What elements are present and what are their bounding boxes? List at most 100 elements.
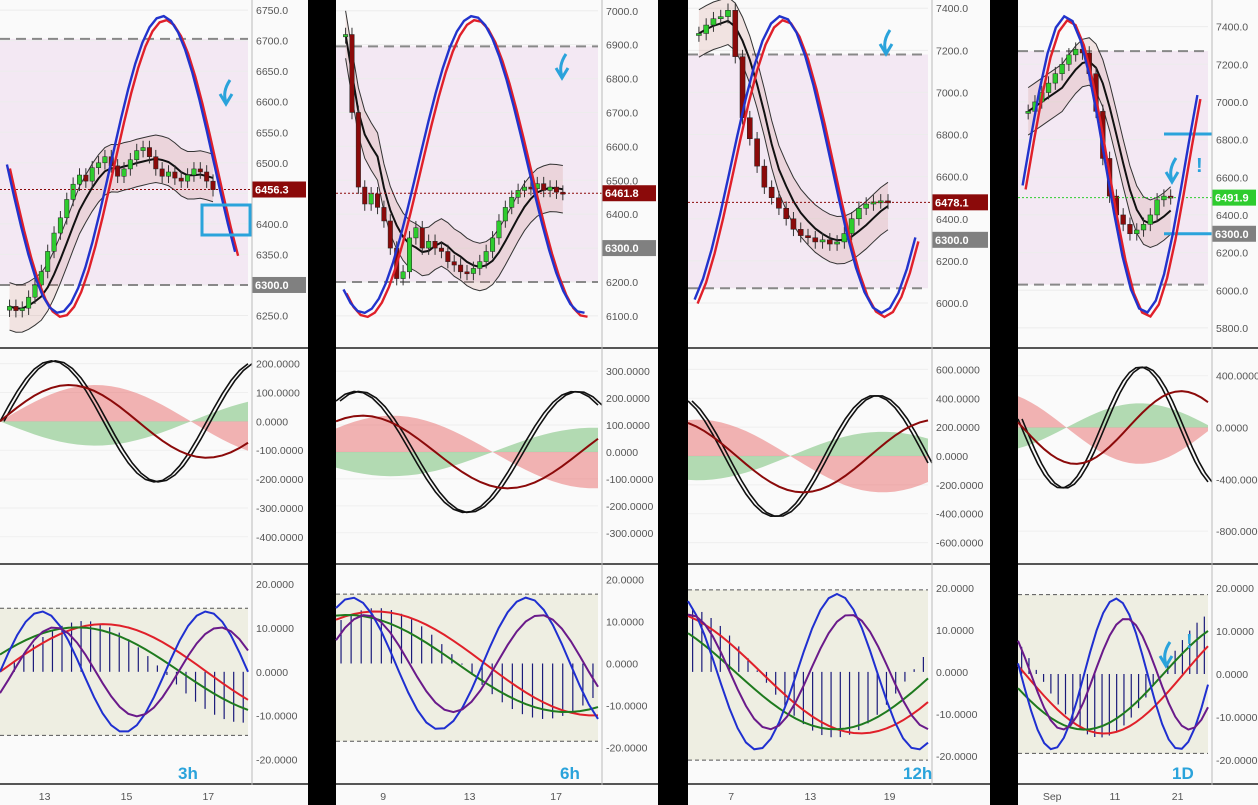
candle — [191, 168, 197, 176]
candle — [159, 168, 165, 177]
candle — [210, 180, 216, 190]
level-tag — [602, 240, 656, 257]
candle — [470, 268, 476, 274]
price-tick-label: 6800.0 — [606, 74, 638, 86]
x-tick-label: 17 — [202, 791, 214, 803]
osc1-red-line — [335, 414, 599, 490]
price-tick-label: 6250.0 — [256, 311, 288, 323]
osc1-green-cloud — [336, 427, 598, 477]
candle — [96, 162, 102, 168]
candle — [747, 117, 753, 140]
level-label: 6300.0 — [935, 235, 969, 247]
candle — [134, 150, 140, 161]
candle — [70, 183, 76, 200]
level-tag — [252, 276, 306, 293]
candle — [77, 174, 82, 185]
price-envelope — [688, 54, 928, 289]
candle — [102, 156, 108, 164]
candle — [819, 239, 826, 243]
candle — [204, 171, 210, 182]
candle — [1066, 54, 1072, 65]
candle — [7, 306, 13, 311]
price-tick-label: 7400.0 — [1216, 22, 1248, 34]
candle — [64, 199, 70, 219]
price-tick-label: 6350.0 — [256, 249, 288, 261]
osc2-tick-label: 10.0000 — [936, 625, 974, 637]
osc2-tick-label: 10.0000 — [606, 616, 644, 628]
price-tick-label: 7400.0 — [936, 3, 968, 15]
candle — [166, 171, 171, 177]
bollinger-fill — [345, 10, 563, 291]
candle — [790, 218, 797, 230]
osc1-tick-label: -400.0000 — [936, 509, 983, 521]
candle — [26, 296, 32, 309]
candle — [477, 261, 483, 269]
candle — [776, 197, 782, 209]
price-tick-label: 6800.0 — [1216, 135, 1248, 147]
candle — [725, 10, 731, 17]
candle — [848, 218, 855, 234]
stoch-blue-line — [1021, 14, 1199, 315]
stoch-red-line — [345, 18, 588, 319]
osc2-red-line — [1017, 645, 1209, 735]
candle — [1147, 214, 1153, 225]
price-tick-label: 6400.0 — [606, 209, 638, 221]
candle — [547, 186, 553, 191]
osc2-tick-label: 10.0000 — [1216, 626, 1254, 638]
osc2-blue-line — [0, 610, 249, 733]
osc2-tick-label: 0.0000 — [936, 667, 968, 679]
osc1-tick-label: -300.0000 — [606, 528, 653, 540]
candle — [400, 271, 406, 279]
candle — [768, 186, 775, 198]
candle — [381, 207, 387, 222]
x-tick-label: 17 — [550, 791, 562, 803]
candle — [438, 247, 444, 252]
osc1-tick-label: 0.0000 — [606, 447, 638, 459]
x-tick-label: 11 — [1109, 791, 1120, 803]
osc1-tick-label: 300.0000 — [606, 366, 650, 378]
price-tick-label: 7200.0 — [936, 45, 968, 57]
osc1-tick-label: 200.0000 — [256, 359, 300, 371]
candle — [419, 227, 425, 249]
candle — [355, 112, 361, 188]
price-tick-label: 6200.0 — [606, 277, 638, 289]
candle — [710, 18, 717, 26]
candle — [553, 186, 559, 193]
price-tick-label: 6400.0 — [936, 214, 968, 226]
osc2-band — [336, 594, 598, 742]
osc1-tick-label: 100.0000 — [256, 388, 300, 400]
price-tick-label: 6200.0 — [936, 256, 968, 268]
upper-band — [9, 134, 214, 286]
candle — [761, 165, 768, 188]
candle — [812, 237, 819, 243]
stoch-red-line — [1024, 18, 1202, 319]
osc2-red-line — [0, 623, 249, 701]
osc2-tick-label: 0.0000 — [256, 667, 288, 679]
candle — [490, 237, 496, 252]
candle — [343, 34, 349, 38]
osc1-red-cloud — [336, 415, 598, 489]
x-tick-label: 15 — [121, 791, 133, 803]
osc1-tick-label: 400.0000 — [1216, 371, 1258, 383]
last-price-label: 6456.3 — [255, 185, 289, 197]
osc1-tick-label: -200.0000 — [936, 480, 983, 492]
last-price-tag — [1212, 189, 1256, 206]
candle — [121, 168, 127, 177]
price-tick-label: 6000.0 — [1216, 285, 1248, 297]
candle — [375, 193, 381, 208]
price-tick-label: 6800.0 — [936, 130, 968, 142]
candle — [732, 10, 739, 57]
candle — [496, 220, 502, 239]
price-tick-label: 6600.0 — [936, 172, 968, 184]
osc1-tick-label: -200.0000 — [606, 501, 653, 513]
osc1-red-cloud — [0, 385, 248, 451]
osc2-tick-label: 0.0000 — [606, 658, 638, 670]
candle — [178, 177, 184, 182]
candle — [483, 251, 489, 262]
osc1-red-line — [687, 419, 929, 494]
candle — [717, 16, 724, 19]
price-envelope — [0, 38, 248, 285]
osc1-tick-label: -300.0000 — [256, 503, 303, 515]
level-label: 6300.0 — [1215, 229, 1249, 241]
